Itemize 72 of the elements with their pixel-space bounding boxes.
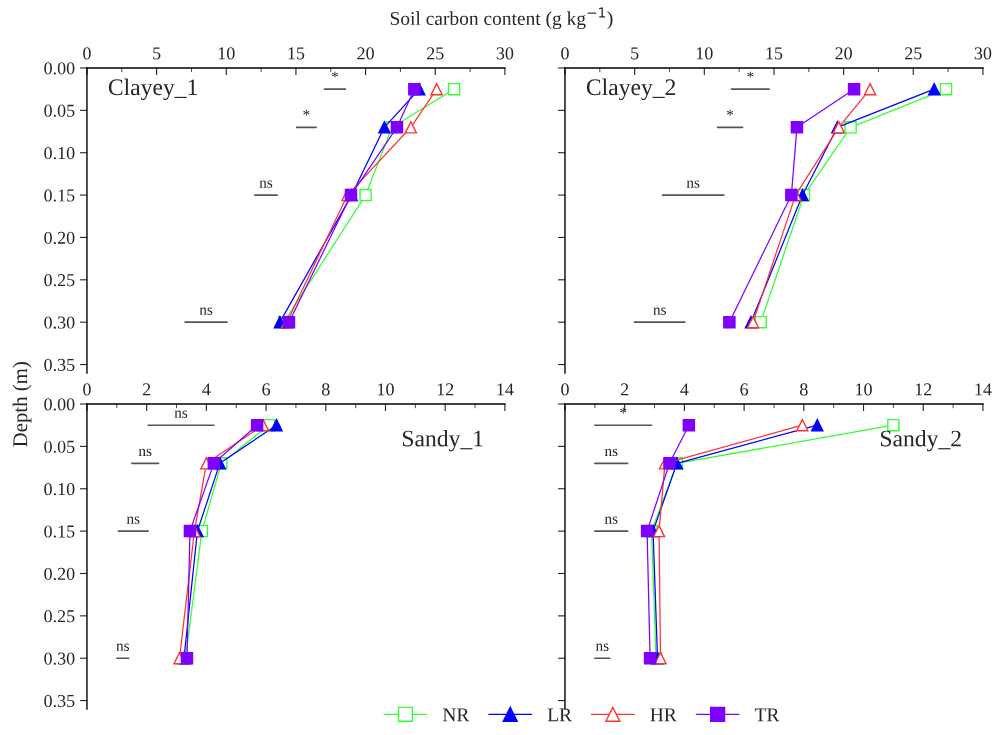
- y-tick-label: 0.10: [44, 483, 75, 496]
- x-tick-label: 4: [202, 383, 211, 396]
- x-tick-label: 0: [561, 47, 569, 60]
- x-tick-label: 10: [218, 47, 235, 60]
- y-axis-title: Depth (m): [12, 362, 32, 447]
- x-tick-label: 12: [915, 383, 932, 396]
- chart-title: Clayey_2: [586, 78, 676, 101]
- x-tick-label: 0: [83, 383, 91, 396]
- x-tick-label: 20: [835, 47, 852, 60]
- y-tick-label: 0.05: [44, 104, 75, 117]
- x-tick-label: 10: [378, 383, 394, 396]
- x-axis-title: Soil carbon content (g kg$^{−1}$): [390, 7, 613, 30]
- x-tick-label: 0: [83, 47, 91, 60]
- x-tick-label: 6: [262, 383, 271, 396]
- y-tick-label: 0.35: [44, 358, 75, 372]
- y-tick-label: 0.00: [44, 398, 75, 411]
- annotation: ns: [686, 180, 700, 188]
- x-tick-label: 20: [357, 47, 374, 60]
- annotation: ns: [126, 516, 140, 524]
- x-tick-label: 2: [620, 383, 629, 396]
- x-tick-label: 5: [631, 47, 639, 60]
- x-tick-label: 10: [856, 383, 872, 396]
- y-tick-label: 0.35: [44, 694, 75, 708]
- annotation: ns: [604, 516, 618, 524]
- legend-label: TR: [754, 708, 780, 722]
- annotation: ns: [604, 448, 618, 457]
- x-tick-label: 4: [680, 383, 689, 396]
- y-tick-label: 0.10: [44, 146, 75, 160]
- x-tick-label: 25: [905, 47, 922, 60]
- x-tick-label: 5: [153, 47, 161, 60]
- x-tick-label: 14: [497, 383, 514, 396]
- y-tick-label: 0.05: [44, 440, 75, 453]
- x-tick-label: 8: [321, 383, 330, 396]
- annotation: ns: [174, 410, 188, 418]
- legend-label: LR: [547, 708, 572, 722]
- legend-label: NR: [442, 708, 470, 722]
- y-tick-label: 0.30: [44, 316, 75, 329]
- x-tick-label: 15: [288, 47, 305, 60]
- x-tick-label: 6: [740, 383, 749, 396]
- x-tick-label: 14: [975, 383, 992, 396]
- annotation: ns: [259, 180, 273, 188]
- annotation: *: [747, 71, 754, 78]
- y-tick-label: 0.00: [44, 62, 75, 75]
- y-tick-label: 0.30: [44, 652, 75, 665]
- text: Sandy_2: [880, 429, 961, 452]
- annotation: *: [727, 109, 734, 116]
- x-tick-label: 8: [799, 383, 808, 396]
- y-tick-label: 0.20: [44, 231, 75, 244]
- annotation: ns: [116, 643, 130, 651]
- y-tick-label: 0.15: [44, 189, 75, 202]
- chart-title: Clayey_1: [108, 78, 197, 101]
- x-tick-label: 2: [142, 383, 151, 396]
- x-tick-label: 30: [974, 47, 992, 60]
- x-tick-label: 25: [427, 47, 444, 60]
- x-tick-label: 30: [496, 47, 514, 60]
- y-tick-label: 0.15: [44, 525, 75, 538]
- annotation: *: [331, 71, 339, 78]
- x-tick-label: 15: [766, 47, 783, 60]
- annotation: ns: [595, 643, 609, 651]
- y-tick-label: 0.25: [44, 274, 75, 287]
- x-tick-label: 0: [561, 383, 569, 396]
- text: Sandy_1: [402, 429, 483, 452]
- annotation: ns: [653, 307, 666, 315]
- annotation: *: [620, 407, 627, 414]
- y-tick-label: 0.25: [44, 610, 75, 623]
- x-tick-label: 10: [696, 47, 713, 60]
- legend-label: HR: [650, 708, 677, 722]
- y-tick-label: 0.20: [44, 567, 75, 581]
- annotation: *: [303, 109, 310, 116]
- x-tick-label: 12: [437, 383, 454, 396]
- annotation: ns: [138, 448, 152, 457]
- annotation: ns: [199, 307, 213, 315]
